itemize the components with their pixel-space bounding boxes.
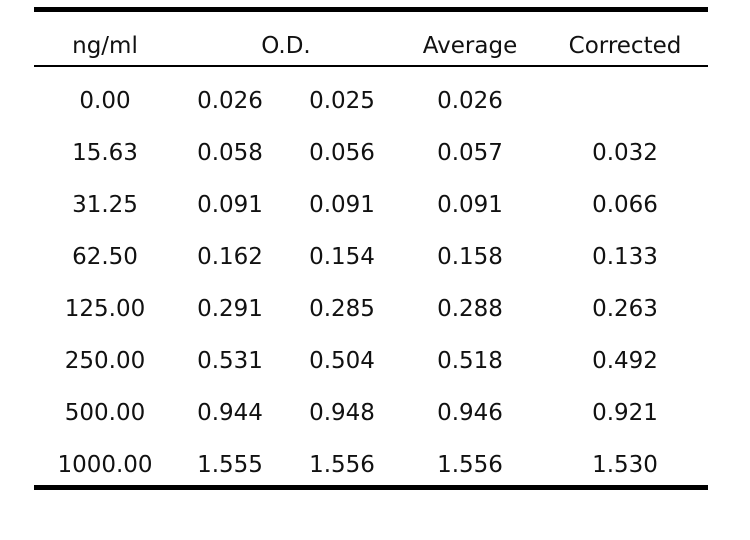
cell-od-2: 0.285	[309, 296, 375, 322]
cell-average: 0.946	[437, 400, 503, 426]
cell-concentration: 125.00	[64, 296, 146, 322]
table-row: 250.00 0.531 0.504 0.518 0.492	[0, 346, 750, 376]
cell-od-1: 0.944	[197, 400, 263, 426]
cell-od-2: 0.948	[309, 400, 375, 426]
cell-od-1: 0.291	[197, 296, 263, 322]
cell-average: 0.158	[437, 244, 503, 270]
cell-od-1: 0.058	[197, 140, 263, 166]
cell-average: 0.288	[437, 296, 503, 322]
table-row: 500.00 0.944 0.948 0.946 0.921	[0, 398, 750, 428]
cell-average: 0.091	[437, 192, 503, 218]
header-rule	[34, 65, 708, 67]
cell-corrected: 0.492	[592, 348, 658, 374]
cell-average: 0.518	[437, 348, 503, 374]
cell-corrected: 1.530	[592, 452, 658, 478]
cell-od-1: 0.026	[197, 88, 263, 114]
cell-concentration: 250.00	[64, 348, 146, 374]
table-row: 15.63 0.058 0.056 0.057 0.032	[0, 138, 750, 168]
cell-average: 0.026	[437, 88, 503, 114]
cell-average: 1.556	[437, 452, 503, 478]
cell-corrected: 0.263	[592, 296, 658, 322]
header-concentration: ng/ml	[72, 33, 138, 59]
cell-corrected: 0.032	[592, 140, 658, 166]
header-corrected: Corrected	[568, 33, 682, 59]
cell-concentration: 31.25	[72, 192, 138, 218]
cell-corrected: 0.066	[592, 192, 658, 218]
table-row: 125.00 0.291 0.285 0.288 0.263	[0, 294, 750, 324]
table-row: 62.50 0.162 0.154 0.158 0.133	[0, 242, 750, 272]
table-row: 1000.00 1.555 1.556 1.556 1.530	[0, 450, 750, 480]
cell-od-1: 1.555	[197, 452, 263, 478]
table-row: 0.00 0.026 0.025 0.026	[0, 86, 750, 116]
cell-od-2: 0.154	[309, 244, 375, 270]
cell-od-1: 0.531	[197, 348, 263, 374]
cell-average: 0.057	[437, 140, 503, 166]
cell-od-2: 1.556	[309, 452, 375, 478]
cell-corrected: 0.921	[592, 400, 658, 426]
table-bottom-rule	[34, 485, 708, 490]
cell-od-2: 0.025	[309, 88, 375, 114]
cell-od-2: 0.091	[309, 192, 375, 218]
header-average: Average	[422, 33, 518, 59]
cell-od-2: 0.056	[309, 140, 375, 166]
cell-concentration: 0.00	[79, 88, 131, 114]
cell-corrected: 0.133	[592, 244, 658, 270]
cell-concentration: 500.00	[64, 400, 146, 426]
header-od: O.D.	[261, 33, 311, 59]
cell-od-1: 0.091	[197, 192, 263, 218]
cell-concentration: 62.50	[72, 244, 138, 270]
table-row: 31.25 0.091 0.091 0.091 0.066	[0, 190, 750, 220]
table-top-rule	[34, 7, 708, 12]
cell-od-2: 0.504	[309, 348, 375, 374]
cell-concentration: 15.63	[72, 140, 138, 166]
cell-concentration: 1000.00	[57, 452, 153, 478]
cell-od-1: 0.162	[197, 244, 263, 270]
